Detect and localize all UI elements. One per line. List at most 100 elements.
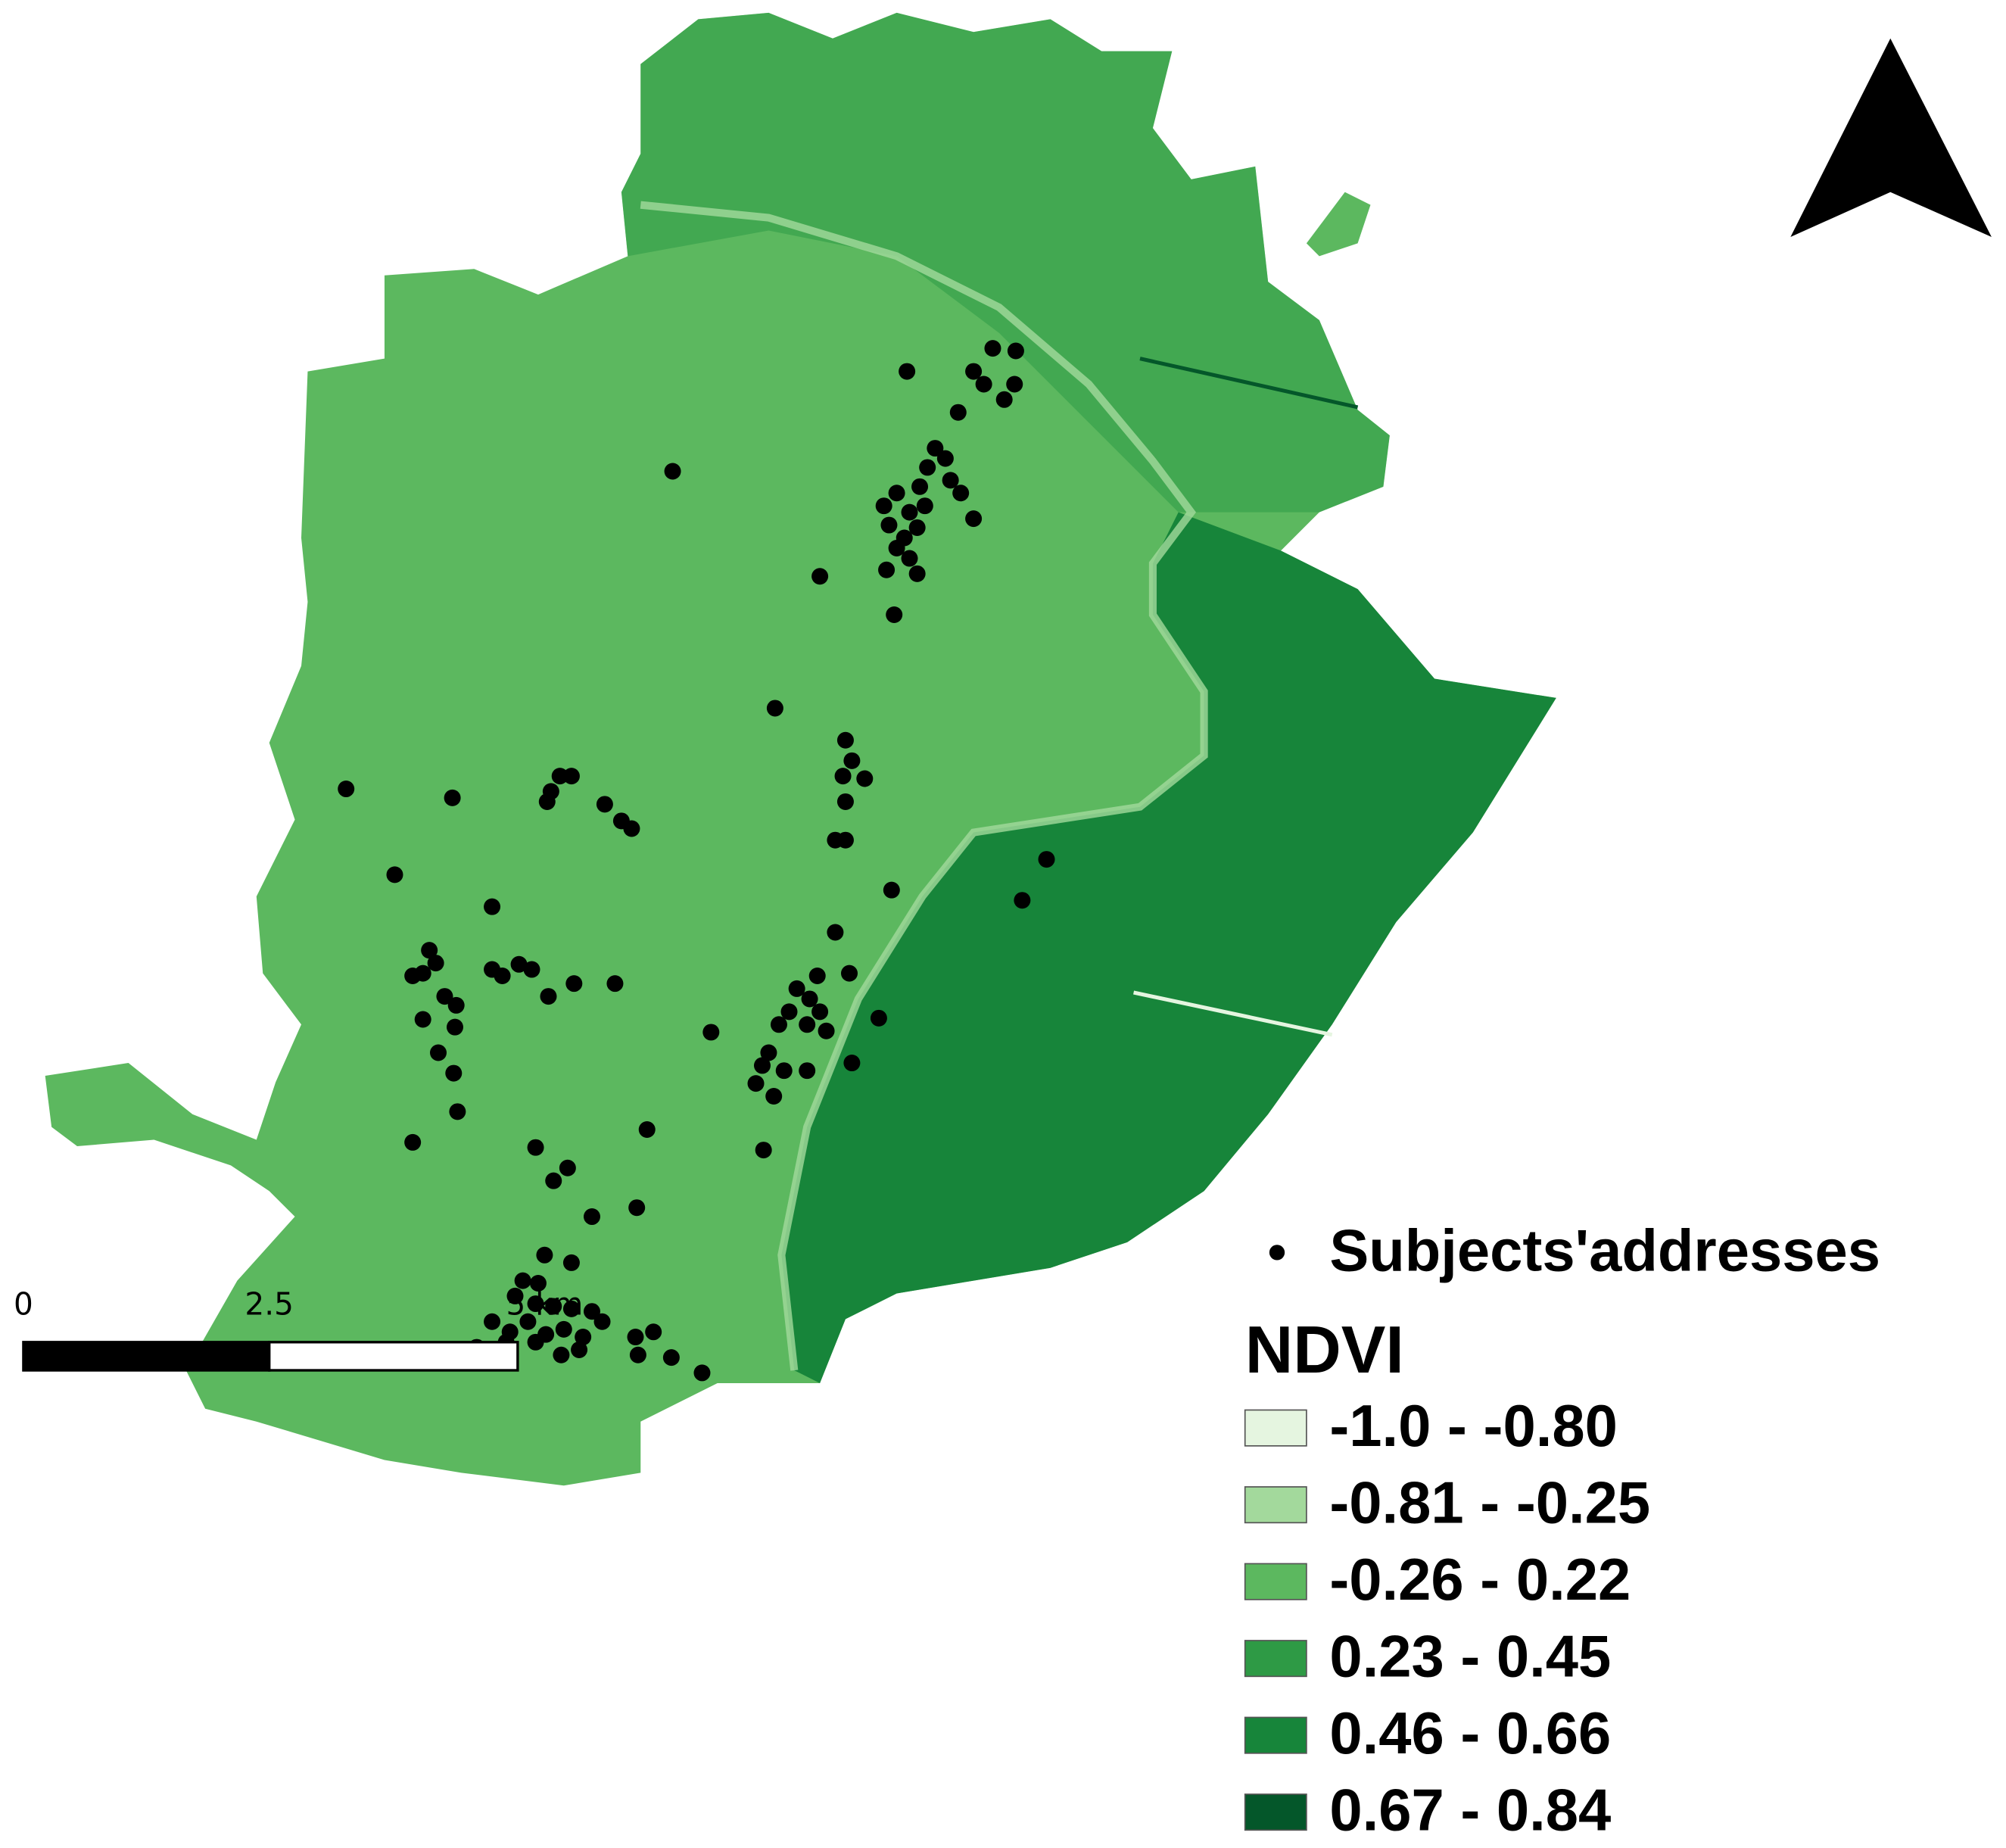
legend-point-symbol	[1269, 1245, 1285, 1261]
address-point	[510, 955, 528, 973]
address-point	[901, 550, 918, 567]
address-point	[808, 968, 826, 985]
legend-swatch	[1244, 1793, 1307, 1831]
address-point	[664, 463, 681, 480]
address-point	[562, 768, 580, 785]
address-point	[562, 1300, 580, 1317]
address-point	[880, 516, 898, 534]
address-point	[870, 1009, 887, 1027]
address-point	[843, 1055, 861, 1072]
address-point	[555, 1320, 572, 1338]
legend-class-label: 0.23 - 0.45	[1329, 1625, 1611, 1690]
northern-area	[621, 12, 1390, 513]
address-point	[788, 980, 805, 997]
address-point	[444, 789, 461, 806]
address-point	[856, 770, 874, 787]
address-point	[645, 1323, 662, 1341]
address-point	[883, 881, 900, 899]
address-point	[799, 1062, 816, 1080]
legend-class-label: -0.26 - 0.22	[1329, 1547, 1631, 1613]
address-point	[908, 565, 926, 582]
address-point	[527, 1139, 544, 1156]
address-point	[506, 1287, 524, 1304]
address-point	[545, 1298, 562, 1315]
address-point	[899, 363, 916, 380]
address-point	[628, 1199, 646, 1217]
address-point	[404, 1133, 422, 1151]
address-point	[875, 497, 892, 515]
address-point	[965, 363, 983, 380]
scale-segment	[268, 1341, 519, 1372]
address-point	[446, 1018, 463, 1036]
address-point	[596, 796, 613, 813]
address-point	[627, 1329, 644, 1346]
islet	[1306, 192, 1371, 257]
address-point	[811, 1003, 829, 1021]
address-point	[447, 996, 465, 1014]
address-point	[559, 1159, 576, 1176]
address-point	[770, 1016, 787, 1033]
road-line	[1133, 990, 1333, 1037]
address-point	[780, 1003, 798, 1021]
address-point	[886, 606, 903, 623]
address-point	[702, 1024, 720, 1041]
address-point	[536, 1246, 553, 1264]
legend-swatch	[1244, 1563, 1307, 1600]
address-point	[911, 478, 929, 495]
address-point	[519, 1313, 537, 1330]
address-point	[514, 1272, 531, 1289]
address-point	[414, 965, 431, 982]
address-point	[386, 866, 403, 883]
address-point	[801, 990, 818, 1008]
address-point	[414, 1011, 431, 1028]
address-point	[1006, 376, 1023, 393]
address-point	[919, 459, 936, 476]
address-point	[827, 924, 844, 941]
address-point	[818, 1022, 835, 1039]
address-point	[693, 1364, 711, 1382]
address-point	[965, 510, 983, 528]
rail-line	[1139, 357, 1359, 410]
address-point	[662, 1349, 680, 1367]
address-point	[606, 975, 624, 993]
address-point	[836, 831, 854, 849]
north-arrow	[1790, 38, 1992, 237]
address-point	[901, 503, 918, 521]
address-point	[575, 1329, 592, 1346]
address-point	[747, 1075, 765, 1092]
address-point	[527, 1295, 544, 1313]
address-point	[775, 1062, 793, 1080]
address-point	[916, 497, 933, 515]
address-point	[984, 340, 1001, 357]
address-point	[760, 1044, 777, 1061]
legend-class-label: -0.81 - -0.25	[1329, 1471, 1650, 1536]
address-point	[927, 440, 944, 457]
address-point	[540, 988, 557, 1005]
address-point	[936, 450, 954, 467]
address-point	[841, 965, 858, 982]
scale-bar: 0 2.5 5 km	[14, 1285, 584, 1372]
address-point	[553, 1346, 570, 1363]
address-point	[836, 793, 854, 810]
address-point	[565, 975, 583, 993]
address-point	[1014, 892, 1031, 909]
hill-area	[781, 512, 1556, 1383]
scale-label: 0	[14, 1285, 33, 1322]
legend-swatch	[1244, 1486, 1307, 1524]
address-point	[878, 561, 896, 578]
address-point	[545, 1172, 562, 1189]
legend-swatch	[1244, 1409, 1307, 1447]
address-point	[995, 391, 1013, 408]
legend-title: NDVI	[1245, 1312, 1404, 1387]
scale-label: 2.5	[245, 1285, 294, 1322]
legend-swatch	[1244, 1640, 1307, 1678]
address-point	[583, 1303, 600, 1320]
address-point	[629, 1346, 646, 1363]
scale-label: 5 km	[506, 1285, 584, 1322]
address-point	[766, 700, 783, 717]
address-point	[888, 540, 905, 557]
address-point	[942, 472, 959, 489]
address-point	[484, 1313, 501, 1330]
legend-class-label: 0.67 - 0.84	[1329, 1778, 1611, 1843]
address-point	[593, 1313, 611, 1330]
